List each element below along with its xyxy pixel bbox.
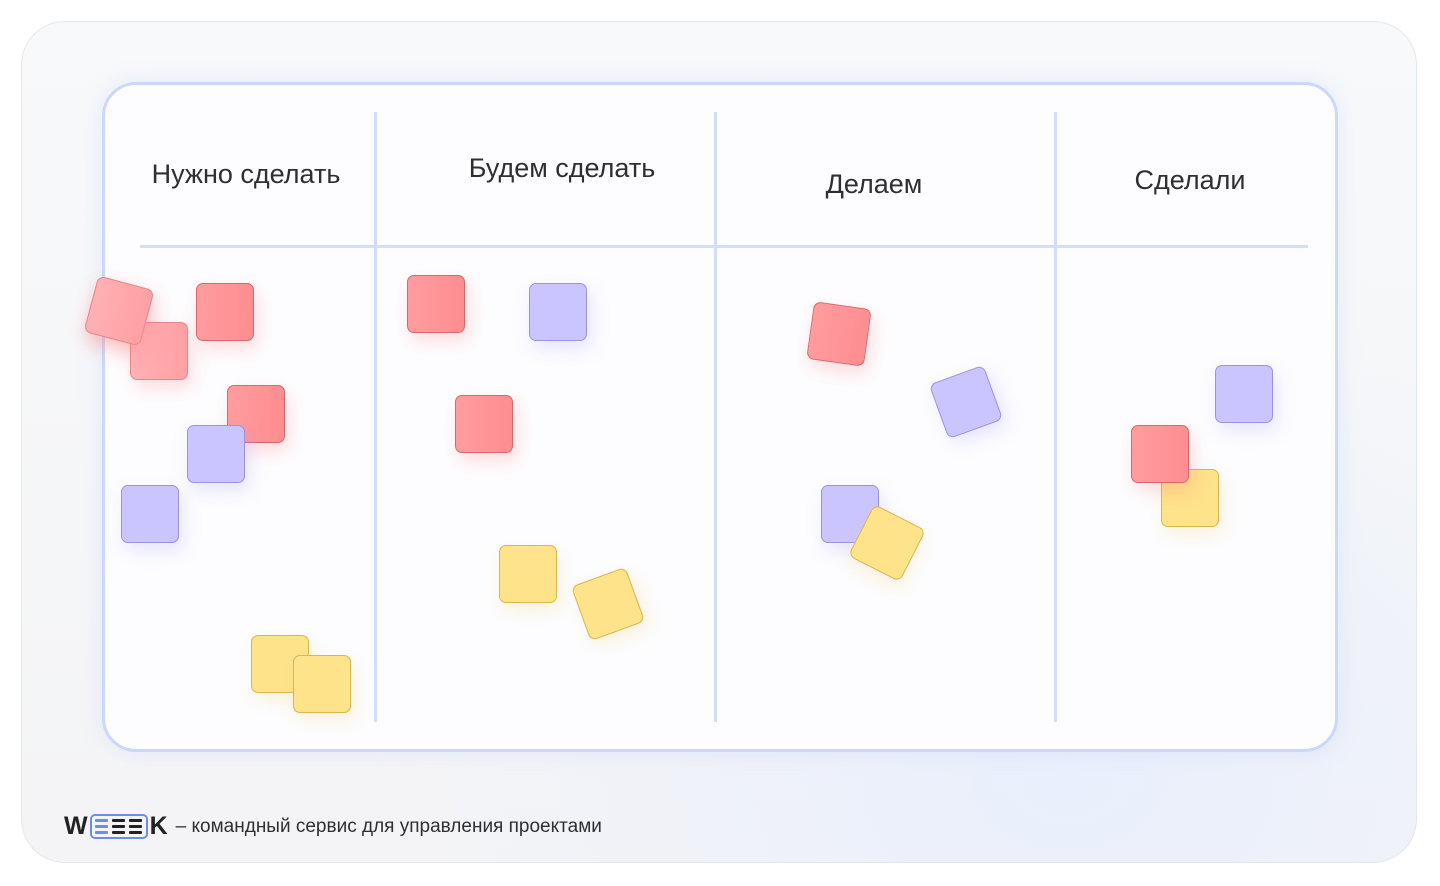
sticky-note-purple[interactable] [187, 425, 245, 483]
footer: W K – командный сервис для управления пр… [64, 812, 602, 841]
sticky-note-red[interactable] [1131, 425, 1189, 483]
sticky-note-red[interactable] [806, 301, 872, 367]
sticky-note-purple[interactable] [1215, 365, 1273, 423]
column-divider [714, 112, 717, 722]
column-title-planned: Будем сделать [468, 153, 656, 183]
column-divider [1054, 112, 1057, 722]
sticky-note-purple[interactable] [529, 283, 587, 341]
logo-letter-k: K [149, 812, 168, 840]
sticky-note-red[interactable] [407, 275, 465, 333]
weeek-logo: W K [64, 812, 168, 841]
tagline: – командный сервис для управления проект… [175, 815, 602, 837]
column-title-todo: Нужно сделать [151, 159, 341, 189]
header-divider [140, 245, 1308, 248]
sticky-note-red[interactable] [196, 283, 254, 341]
sticky-note-yellow[interactable] [499, 545, 557, 603]
column-divider [374, 112, 377, 722]
column-title-in-progress: Делаем [825, 169, 923, 199]
column-title-done: Сделали [1134, 165, 1246, 195]
sticky-note-purple[interactable] [121, 485, 179, 543]
logo-bars-icon [89, 814, 148, 839]
logo-letter-w: W [64, 812, 88, 840]
sticky-note-red[interactable] [455, 395, 513, 453]
sticky-note-yellow[interactable] [293, 655, 351, 713]
